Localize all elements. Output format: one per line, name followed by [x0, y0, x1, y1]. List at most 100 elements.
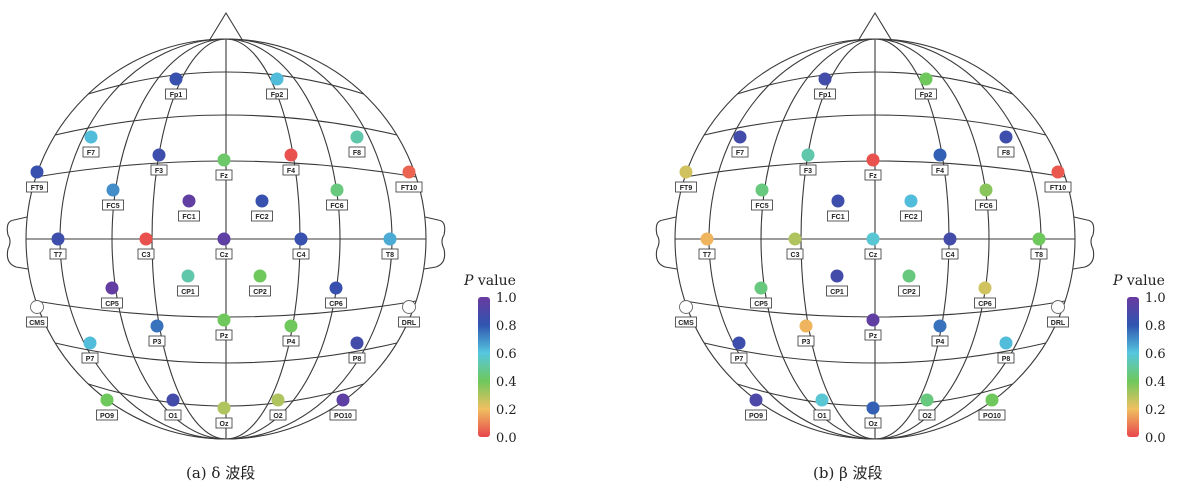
electrode-label-box [1044, 181, 1072, 193]
electrode-dot [788, 232, 802, 246]
electrode-label-box [997, 352, 1015, 364]
electrode-p4: P4 [282, 319, 300, 347]
electrode-dot [818, 72, 832, 86]
electrode-label: Oz [220, 421, 229, 428]
electrode-label: FC2 [904, 214, 917, 221]
electrode-dot [253, 269, 267, 283]
colorbar-tick: 0.6 [496, 347, 517, 362]
caption-beta: (b) β 波段 [813, 464, 883, 482]
electrode-label-box [797, 335, 815, 347]
electrode-f7: F7 [731, 130, 749, 158]
electrode-label: FT9 [31, 185, 44, 192]
electrode-label-box [81, 352, 99, 364]
electrode-label: P3 [802, 339, 811, 346]
electrode-label: FC2 [255, 214, 268, 221]
electrode-label: C4 [297, 252, 306, 259]
electrode-dot [383, 232, 397, 246]
electrode-fc1: FC1 [827, 194, 849, 222]
electrode-fc6: FC6 [326, 183, 348, 211]
electrode-dot [933, 148, 947, 162]
electrode-dot [255, 194, 269, 208]
caption-delta: (a) δ 波段 [186, 464, 256, 482]
electrode-label-box [150, 164, 168, 176]
electrode-dot [919, 72, 933, 86]
electrode-dot [999, 336, 1013, 350]
electrode-label-box [931, 164, 949, 176]
electrode-label: C3 [791, 252, 800, 259]
electrode-dot [799, 319, 813, 333]
electrode-dot [284, 319, 298, 333]
electrode-f3: F3 [150, 148, 168, 176]
electrode-label: C3 [142, 252, 151, 259]
electrode-dot [166, 393, 180, 407]
electrode-dot [866, 401, 880, 415]
electrode-cp1: CP1 [826, 269, 848, 297]
electrode-label: T8 [386, 252, 394, 259]
electrode-label: O2 [273, 413, 282, 420]
electrode-label-box [931, 335, 949, 347]
colorbar-tick: 0.0 [496, 431, 517, 446]
electrode-label: PO10 [334, 413, 352, 420]
electrode-label: FT10 [1050, 185, 1066, 192]
electrode-label-box [864, 248, 882, 260]
electrode-fz: Fz [864, 153, 882, 181]
electrode-label: O1 [168, 413, 177, 420]
electrode-p7: P7 [730, 336, 748, 364]
electrode-dot [169, 72, 183, 86]
electrode-label: PO9 [100, 413, 114, 420]
colorbar-title: P value [463, 273, 516, 289]
electrode-label-box [215, 169, 233, 181]
electrode-dot [866, 313, 880, 327]
electrode-label-box [26, 181, 48, 193]
colorbar-tick: 0.4 [496, 375, 517, 390]
electrode-label-box [799, 164, 817, 176]
electrode-dot [105, 281, 119, 295]
electrode-label: Cz [220, 252, 229, 259]
colorbar-tick: 1.0 [1145, 291, 1166, 306]
electrode-dot [402, 300, 416, 314]
electrode-dot [270, 72, 284, 86]
electrode-c3: C3 [786, 232, 804, 260]
electrode-dot [933, 319, 947, 333]
electrode-dot [336, 393, 350, 407]
electrode-label: FC1 [182, 214, 195, 221]
electrode-dot [84, 130, 98, 144]
electrode-dot [284, 148, 298, 162]
electrode-cz: Cz [864, 232, 882, 260]
colorbar-tick: 0.4 [1145, 375, 1166, 390]
electrode-label: CP2 [253, 289, 267, 296]
electrode-label-box [101, 297, 123, 309]
electrode-p8: P8 [348, 336, 366, 364]
electrode-label-box [918, 409, 936, 421]
electrode-label-box [381, 248, 399, 260]
electrode-dot [1051, 165, 1065, 179]
electrode-label: CP6 [329, 301, 343, 308]
electrode-fc2: FC2 [251, 194, 273, 222]
electrode-label: FT10 [401, 185, 417, 192]
electrode-label: Cz [869, 252, 878, 259]
electrode-label-box [978, 409, 1006, 421]
electrode-label-box [329, 409, 357, 421]
electrode-drl: DRL [398, 300, 420, 328]
electrode-label: CMS [678, 320, 694, 327]
electrode-label: O1 [817, 413, 826, 420]
electrode-dot [830, 269, 844, 283]
electrode-label: CP5 [754, 301, 768, 308]
electrode-p4: P4 [931, 319, 949, 347]
electrode-label: O2 [922, 413, 931, 420]
electrode-label: FT9 [680, 185, 693, 192]
electrode-label-box [26, 316, 48, 328]
electrode-dot [985, 393, 999, 407]
electrode-label: DRL [402, 320, 417, 327]
electrode-fp2: Fp2 [915, 72, 937, 100]
electrode-dot [1051, 300, 1065, 314]
electrode-dot [51, 232, 65, 246]
electrode-t8: T8 [381, 232, 399, 260]
electrode-label: CP2 [902, 289, 916, 296]
electrode-cz: Cz [215, 232, 233, 260]
electrode-label: FC1 [831, 214, 844, 221]
electrode-pz: Pz [864, 313, 882, 341]
electrode-dot [217, 153, 231, 167]
electrode-label: F7 [87, 150, 95, 157]
electrode-c4: C4 [292, 232, 310, 260]
